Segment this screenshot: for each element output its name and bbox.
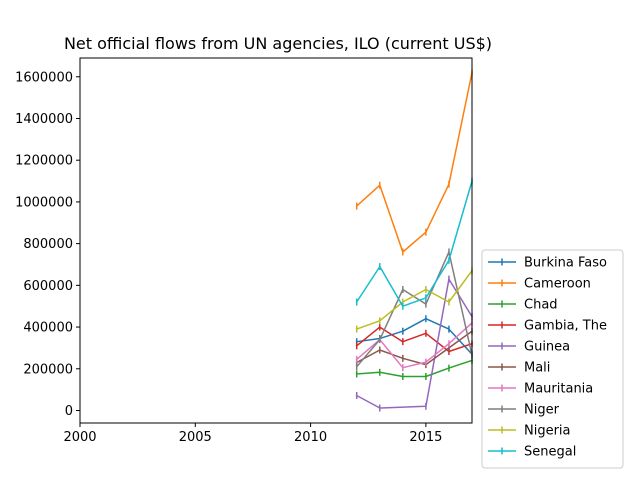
legend-item-niger: Niger xyxy=(488,403,560,418)
y-tick-label: 1000000 xyxy=(15,195,73,210)
legend-label: Guinea xyxy=(524,340,570,355)
series-line xyxy=(355,330,474,366)
x-tick-label: 2005 xyxy=(179,430,212,445)
legend-label: Burkina Faso xyxy=(524,256,607,271)
y-tick-label: 1200000 xyxy=(15,154,73,169)
y-tick-label: 1600000 xyxy=(15,70,73,85)
y-tick-label: 1400000 xyxy=(15,112,73,127)
legend-item-chad: Chad xyxy=(488,298,558,313)
x-tick-label: 2010 xyxy=(294,430,327,445)
series-cameroon xyxy=(355,69,473,256)
series-line xyxy=(355,326,473,353)
chart-title: Net official flows from UN agencies, ILO… xyxy=(64,34,492,53)
legend-item-senegal: Senegal xyxy=(488,445,576,460)
series-line xyxy=(355,269,474,331)
series-mali xyxy=(355,327,474,369)
legend-label: Chad xyxy=(524,298,558,313)
y-tick-label: 0 xyxy=(65,404,73,419)
legend-item-guinea: Guinea xyxy=(488,340,570,355)
plot-area xyxy=(355,69,474,412)
axes-frame xyxy=(79,57,473,424)
y-tick-label: 600000 xyxy=(23,279,73,294)
legend-box xyxy=(481,249,624,469)
series-line xyxy=(355,251,473,368)
series-line xyxy=(355,71,473,253)
series-line xyxy=(355,359,473,378)
legend-item-cameroon: Cameroon xyxy=(488,277,591,292)
x-tick-label: 2015 xyxy=(409,430,442,445)
y-tick-label: 200000 xyxy=(23,362,73,377)
y-tick-label: 800000 xyxy=(23,237,73,252)
legend: Burkina Faso Cameroon Chad Gambia, The Guine… xyxy=(481,249,624,469)
series-gambia-the xyxy=(355,323,473,355)
legend-label: Cameroon xyxy=(524,277,591,292)
series-line xyxy=(355,180,473,307)
legend-label: Gambia, The xyxy=(524,319,607,334)
series-chad xyxy=(355,356,473,380)
legend-label: Niger xyxy=(524,403,560,418)
legend-item-mali: Mali xyxy=(488,361,550,376)
legend-label: Mali xyxy=(524,361,550,376)
legend-label: Mauritania xyxy=(524,382,593,397)
series-burkina-faso xyxy=(355,315,474,358)
series-senegal xyxy=(355,177,473,310)
legend-item-nigeria: Nigeria xyxy=(488,424,571,439)
series-niger xyxy=(355,248,473,371)
axes: 2000 2005 2010 2015 0 200000 400000 600000 80000… xyxy=(15,57,473,445)
y-tick-label: 400000 xyxy=(23,321,73,336)
series-line xyxy=(355,321,474,369)
series-line xyxy=(355,317,474,356)
legend-item-mauritania: Mauritania xyxy=(488,382,593,397)
x-tick-label: 2000 xyxy=(63,430,96,445)
legend-label: Senegal xyxy=(524,445,576,460)
legend-item-burkina-faso: Burkina Faso xyxy=(488,256,607,271)
legend-label: Nigeria xyxy=(524,424,571,439)
legend-item-gambia-the: Gambia, The xyxy=(488,319,607,334)
